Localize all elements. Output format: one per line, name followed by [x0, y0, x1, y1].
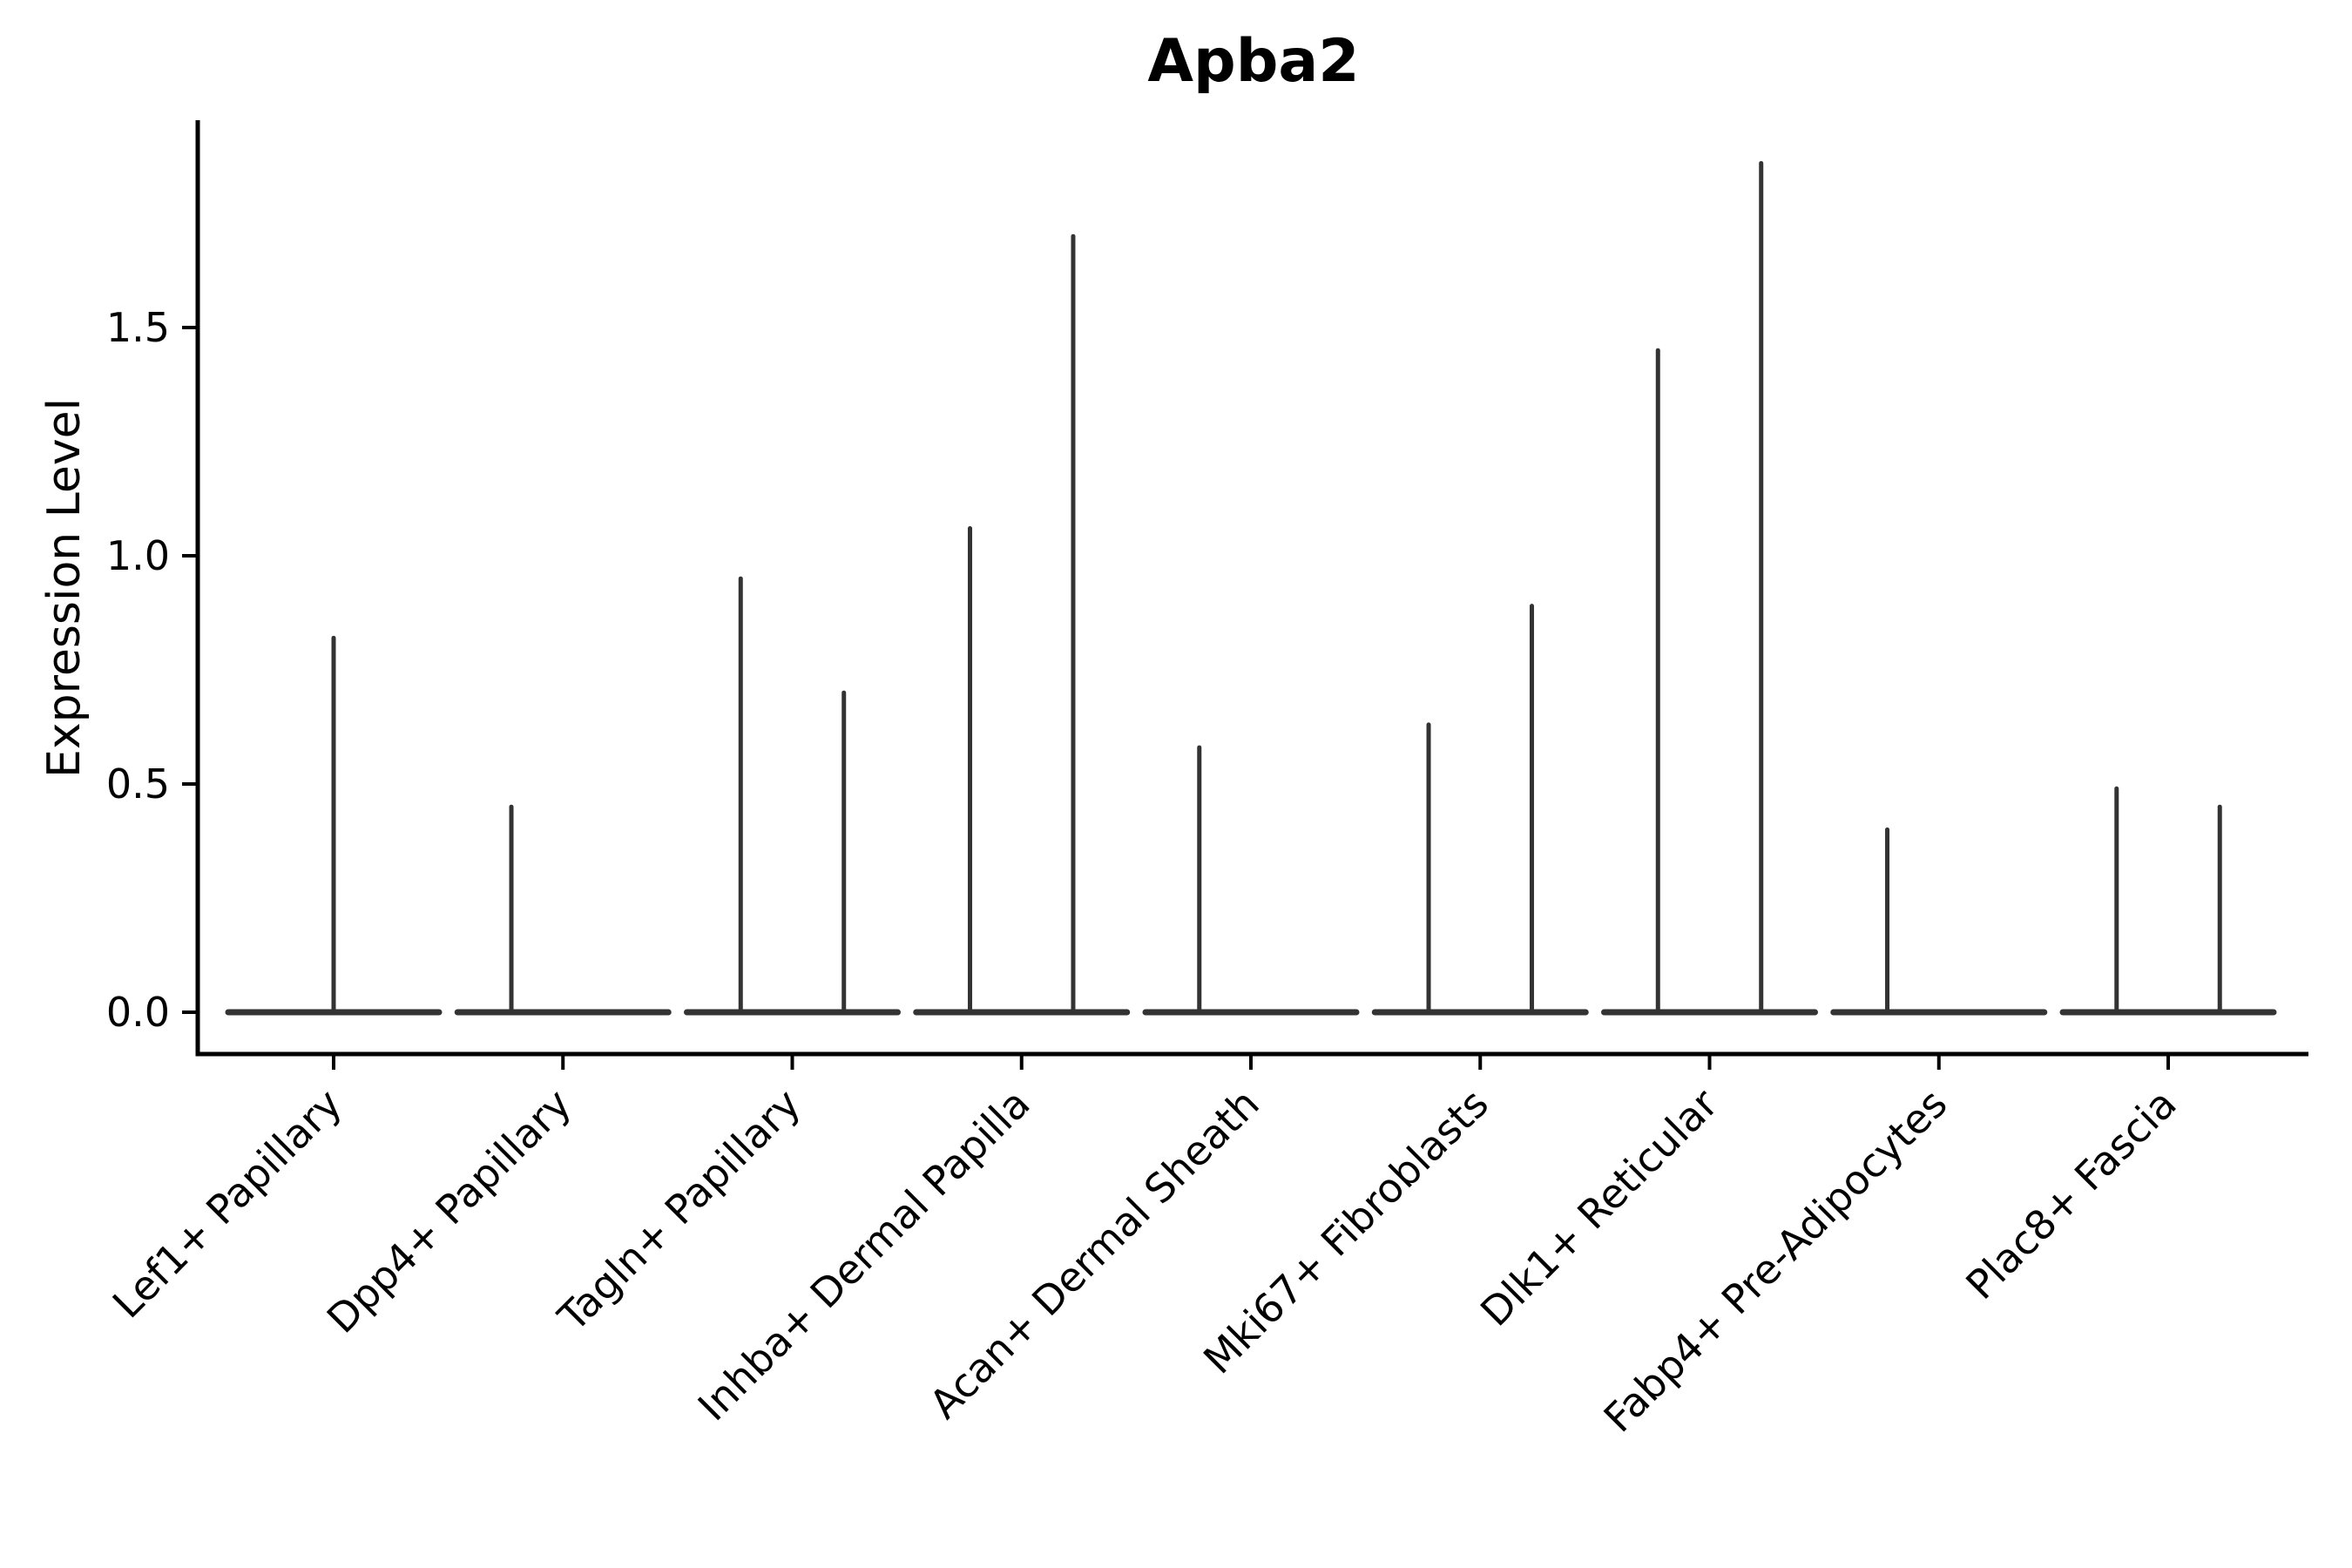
- x-tick-label: Dlk1+ Reticular: [1471, 1080, 1727, 1335]
- y-tick-label: 1.0: [106, 532, 170, 579]
- x-tick-label: Lef1+ Papillary: [104, 1080, 351, 1328]
- x-tick-label: Plac8+ Fascia: [1957, 1080, 2185, 1308]
- y-tick-label: 0.0: [106, 989, 170, 1036]
- y-tick-label: 1.5: [106, 304, 170, 351]
- x-tick-label: Dpp4+ Papillary: [318, 1080, 580, 1342]
- x-tick-label: Tagln+ Papillary: [549, 1080, 810, 1342]
- y-tick-label: 0.5: [106, 760, 170, 808]
- chart-title: Apba2: [1147, 27, 1360, 96]
